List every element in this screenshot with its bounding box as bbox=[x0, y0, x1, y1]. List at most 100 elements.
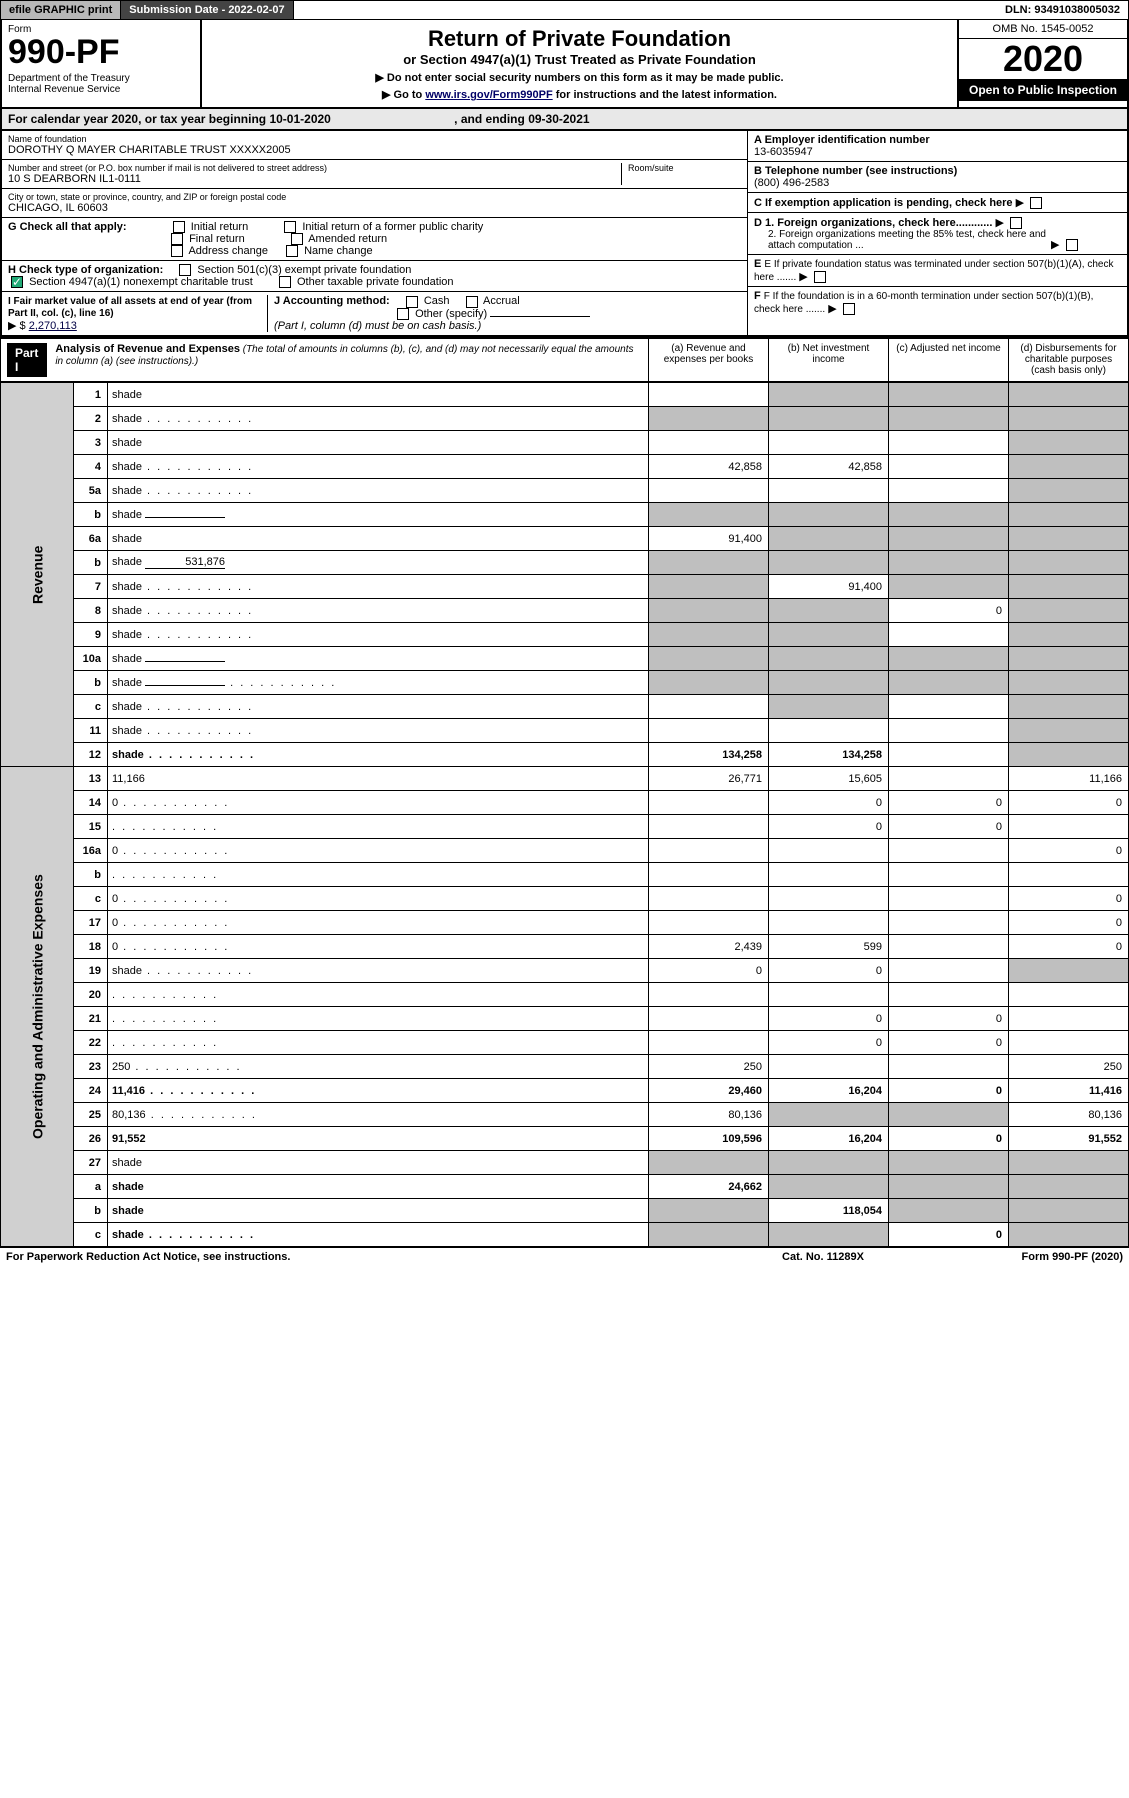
chk-c[interactable] bbox=[1030, 197, 1042, 209]
chk-other-method[interactable] bbox=[397, 308, 409, 320]
city-label: City or town, state or province, country… bbox=[8, 192, 741, 202]
row-desc: shade bbox=[108, 575, 649, 599]
h-opt-3: Other taxable private foundation bbox=[297, 276, 454, 288]
row-num: 12 bbox=[74, 743, 108, 767]
part1-title: Analysis of Revenue and Expenses bbox=[55, 343, 240, 355]
row-desc bbox=[108, 1007, 649, 1031]
cell-amount bbox=[649, 431, 769, 455]
part1-header: Part I Analysis of Revenue and Expenses … bbox=[0, 337, 1129, 382]
chk-d2[interactable] bbox=[1066, 239, 1078, 251]
cell-amount: 0 bbox=[889, 599, 1009, 623]
cal-begin: 10-01-2020 bbox=[269, 112, 330, 126]
cell-amount bbox=[889, 911, 1009, 935]
cell-amount: 80,136 bbox=[649, 1103, 769, 1127]
row-num: 25 bbox=[74, 1103, 108, 1127]
cell-shaded bbox=[769, 551, 889, 575]
section-e: E E If private foundation status was ter… bbox=[748, 255, 1127, 287]
chk-initial[interactable] bbox=[173, 221, 185, 233]
cell-amount bbox=[889, 695, 1009, 719]
c-label: C If exemption application is pending, c… bbox=[754, 197, 1013, 209]
cell-amount: 91,400 bbox=[649, 527, 769, 551]
chk-initial-public[interactable] bbox=[284, 221, 296, 233]
row-num: c bbox=[74, 887, 108, 911]
chk-final[interactable] bbox=[171, 233, 183, 245]
chk-accrual[interactable] bbox=[466, 296, 478, 308]
cell-amount bbox=[889, 743, 1009, 767]
row-desc bbox=[108, 863, 649, 887]
topbar: efile GRAPHIC print Submission Date - 20… bbox=[0, 0, 1129, 20]
cell-amount: 134,258 bbox=[769, 743, 889, 767]
cell-amount: 0 bbox=[1009, 887, 1129, 911]
row-desc: 0 bbox=[108, 887, 649, 911]
row-desc bbox=[108, 1031, 649, 1055]
cell-shaded bbox=[649, 1199, 769, 1223]
cell-amount bbox=[889, 935, 1009, 959]
chk-501c3[interactable] bbox=[179, 264, 191, 276]
row-desc: shade 531,876 bbox=[108, 551, 649, 575]
row-num: 27 bbox=[74, 1151, 108, 1175]
row-num: b bbox=[74, 863, 108, 887]
cell-shaded bbox=[649, 1223, 769, 1247]
cell-amount bbox=[1009, 815, 1129, 839]
cell-amount: 16,204 bbox=[769, 1079, 889, 1103]
h-opt-1: Section 501(c)(3) exempt private foundat… bbox=[197, 264, 411, 276]
form-number: 990-PF bbox=[8, 35, 194, 69]
row-desc: shade bbox=[108, 959, 649, 983]
cell-shaded bbox=[1009, 1175, 1129, 1199]
section-c: C If exemption application is pending, c… bbox=[748, 193, 1127, 213]
chk-4947[interactable] bbox=[11, 276, 23, 288]
department: Department of the Treasury Internal Reve… bbox=[8, 73, 194, 95]
cell-amount bbox=[649, 983, 769, 1007]
row-desc: shade bbox=[108, 695, 649, 719]
irs-link[interactable]: www.irs.gov/Form990PF bbox=[425, 89, 552, 101]
name-label: Name of foundation bbox=[8, 134, 741, 144]
cell-amount: 16,204 bbox=[769, 1127, 889, 1151]
cell-shaded bbox=[649, 551, 769, 575]
cell-amount bbox=[649, 911, 769, 935]
chk-cash[interactable] bbox=[406, 296, 418, 308]
cell-amount: 250 bbox=[649, 1055, 769, 1079]
cell-shaded bbox=[1009, 383, 1129, 407]
cell-shaded bbox=[769, 383, 889, 407]
cell-amount: 0 bbox=[1009, 839, 1129, 863]
chk-f[interactable] bbox=[843, 303, 855, 315]
cal-mid: , and ending bbox=[451, 112, 528, 126]
chk-name-change[interactable] bbox=[286, 245, 298, 257]
footer-left: For Paperwork Reduction Act Notice, see … bbox=[6, 1251, 723, 1263]
row-desc: 0 bbox=[108, 839, 649, 863]
cell-shaded bbox=[649, 599, 769, 623]
row-num: 21 bbox=[74, 1007, 108, 1031]
row-num: 1 bbox=[74, 383, 108, 407]
chk-addr-change[interactable] bbox=[171, 245, 183, 257]
form-title: Return of Private Foundation bbox=[208, 26, 951, 52]
fmv-value[interactable]: 2,270,113 bbox=[29, 320, 77, 332]
cell-shaded bbox=[889, 407, 1009, 431]
cell-amount bbox=[649, 863, 769, 887]
cell-amount bbox=[889, 455, 1009, 479]
chk-e[interactable] bbox=[814, 271, 826, 283]
cell-amount bbox=[889, 767, 1009, 791]
col-d-hdr: (d) Disbursements for charitable purpose… bbox=[1008, 339, 1128, 381]
row-desc: shade bbox=[108, 1199, 649, 1223]
ein-label: A Employer identification number bbox=[754, 134, 930, 146]
row-num: 8 bbox=[74, 599, 108, 623]
cell-amount: 91,552 bbox=[1009, 1127, 1129, 1151]
chk-d1[interactable] bbox=[1010, 217, 1022, 229]
part1-label: Part I bbox=[7, 343, 47, 377]
cell-amount: 0 bbox=[769, 791, 889, 815]
form-header: Form 990-PF Department of the Treasury I… bbox=[0, 20, 1129, 109]
cell-amount bbox=[889, 623, 1009, 647]
row-desc: 11,166 bbox=[108, 767, 649, 791]
cell-amount: 0 bbox=[889, 815, 1009, 839]
cell-shaded bbox=[889, 671, 1009, 695]
cell-amount: 0 bbox=[649, 959, 769, 983]
part1-table: Revenue1shade2shade3shade4shade42,85842,… bbox=[0, 382, 1129, 1247]
cell-amount: 0 bbox=[769, 1031, 889, 1055]
chk-other-taxable[interactable] bbox=[279, 276, 291, 288]
row-num: 9 bbox=[74, 623, 108, 647]
chk-amended[interactable] bbox=[291, 233, 303, 245]
cell-amount: 0 bbox=[769, 1007, 889, 1031]
cell-amount bbox=[1009, 983, 1129, 1007]
row-num: c bbox=[74, 1223, 108, 1247]
cell-shaded bbox=[769, 527, 889, 551]
